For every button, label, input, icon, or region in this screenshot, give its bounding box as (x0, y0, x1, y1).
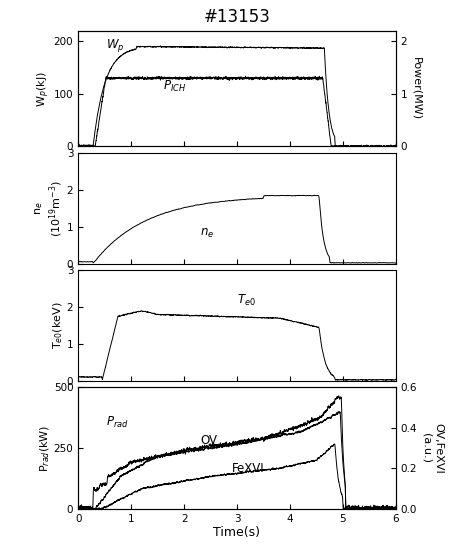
Text: $P_{rad}$: $P_{rad}$ (106, 415, 128, 430)
Text: $W_p$: $W_p$ (106, 37, 124, 54)
Text: FeXVI: FeXVI (232, 462, 264, 475)
Y-axis label: Power(MW): Power(MW) (411, 57, 421, 120)
Y-axis label: P$_{rad}$(kW): P$_{rad}$(kW) (38, 424, 52, 472)
Y-axis label: T$_{e0}$(keV): T$_{e0}$(keV) (52, 302, 65, 349)
Text: $P_{ICH}$: $P_{ICH}$ (163, 79, 186, 94)
Text: $T_{e0}$: $T_{e0}$ (237, 292, 256, 307)
X-axis label: Time(s): Time(s) (213, 527, 261, 539)
Y-axis label: W$_p$(kJ): W$_p$(kJ) (36, 70, 52, 107)
Text: OV: OV (200, 434, 217, 447)
Y-axis label: n$_e$
(10$^{19}$m$^{-3}$): n$_e$ (10$^{19}$m$^{-3}$) (33, 180, 65, 237)
Text: #13153: #13153 (203, 8, 271, 26)
Y-axis label: OV,FeXVI
(a.u.): OV,FeXVI (a.u.) (421, 423, 443, 473)
Text: $n_e$: $n_e$ (200, 227, 214, 240)
